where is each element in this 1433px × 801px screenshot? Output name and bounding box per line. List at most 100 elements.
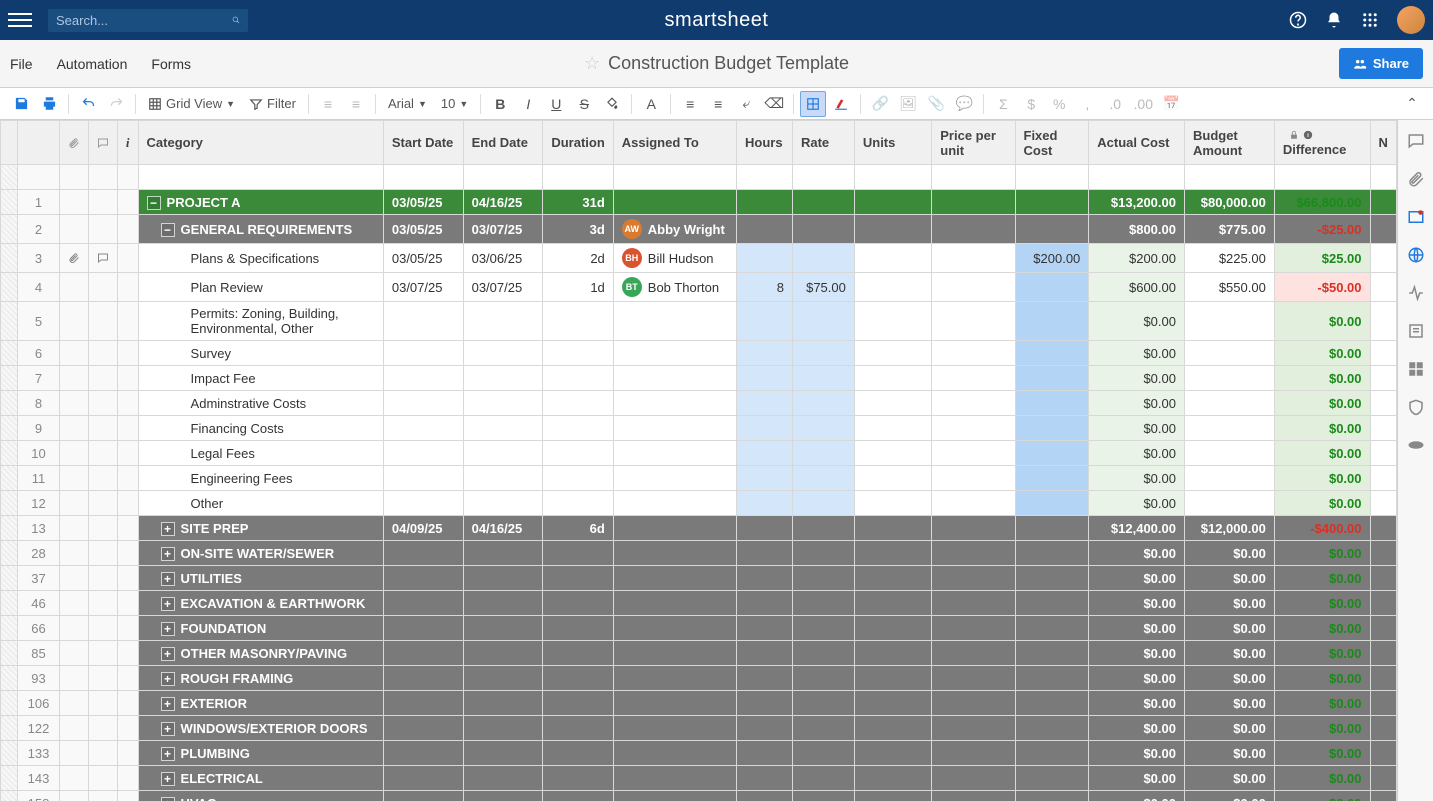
n-cell[interactable]: [1370, 273, 1396, 302]
units-cell[interactable]: [854, 791, 931, 801]
ppu-cell[interactable]: [932, 791, 1015, 801]
start-date-cell[interactable]: [383, 616, 463, 641]
budget-cell[interactable]: [1184, 391, 1274, 416]
table-row[interactable]: 2−GENERAL REQUIREMENTS03/05/2503/07/253d…: [1, 215, 1397, 244]
n-cell[interactable]: [1370, 591, 1396, 616]
start-date-cell[interactable]: 03/07/25: [383, 273, 463, 302]
hours-cell[interactable]: [737, 466, 793, 491]
assigned-cell[interactable]: [613, 641, 736, 666]
rate-cell[interactable]: [792, 302, 854, 341]
budget-cell[interactable]: $550.00: [1184, 273, 1274, 302]
actual-cell[interactable]: $0.00: [1089, 791, 1185, 801]
assigned-cell[interactable]: [613, 616, 736, 641]
comment-cell[interactable]: [88, 416, 117, 441]
wrap-icon[interactable]: ⤶: [733, 91, 759, 117]
units-cell[interactable]: [854, 641, 931, 666]
clear-format-icon[interactable]: ⌫: [761, 91, 787, 117]
difference-cell[interactable]: $0.00: [1274, 541, 1370, 566]
end-date-cell[interactable]: [463, 302, 543, 341]
proofs-icon[interactable]: [1407, 208, 1425, 226]
category-cell[interactable]: Other: [138, 491, 383, 516]
budget-cell[interactable]: $225.00: [1184, 244, 1274, 273]
end-date-cell[interactable]: 04/16/25: [463, 516, 543, 541]
category-cell[interactable]: +OTHER MASONRY/PAVING: [138, 641, 383, 666]
budget-cell[interactable]: [1184, 441, 1274, 466]
category-cell[interactable]: +FOUNDATION: [138, 616, 383, 641]
assigned-cell[interactable]: BTBob Thorton: [613, 273, 736, 302]
rate-cell[interactable]: [792, 641, 854, 666]
publish-icon[interactable]: [1407, 246, 1425, 264]
date-format-icon[interactable]: 📅: [1158, 91, 1184, 117]
rate-cell[interactable]: [792, 441, 854, 466]
ppu-cell[interactable]: [932, 541, 1015, 566]
decimal-dec-icon[interactable]: .0: [1102, 91, 1128, 117]
assigned-cell[interactable]: [613, 190, 736, 215]
end-date-cell[interactable]: [463, 641, 543, 666]
help-icon[interactable]: [1289, 11, 1307, 29]
col-actual[interactable]: Actual Cost: [1089, 121, 1185, 165]
ppu-cell[interactable]: [932, 616, 1015, 641]
duration-cell[interactable]: [543, 766, 613, 791]
category-cell[interactable]: Plan Review: [138, 273, 383, 302]
col-rate[interactable]: Rate: [792, 121, 854, 165]
actual-cell[interactable]: $0.00: [1089, 616, 1185, 641]
fontsize-selector[interactable]: 10▼: [435, 96, 474, 111]
category-cell[interactable]: +EXCAVATION & EARTHWORK: [138, 591, 383, 616]
units-cell[interactable]: [854, 591, 931, 616]
comment-cell[interactable]: [88, 466, 117, 491]
actual-cell[interactable]: $0.00: [1089, 391, 1185, 416]
attach-cell[interactable]: [59, 273, 88, 302]
category-cell[interactable]: −PROJECT A: [138, 190, 383, 215]
end-date-cell[interactable]: [463, 791, 543, 801]
fixed-cell[interactable]: [1015, 641, 1089, 666]
menu-forms[interactable]: Forms: [151, 56, 191, 72]
hours-cell[interactable]: [737, 741, 793, 766]
attachments-icon[interactable]: [1407, 170, 1425, 188]
units-cell[interactable]: [854, 491, 931, 516]
start-date-cell[interactable]: [383, 566, 463, 591]
n-cell[interactable]: [1370, 766, 1396, 791]
budget-cell[interactable]: $0.00: [1184, 666, 1274, 691]
table-row[interactable]: 158+HVAC$0.00$0.00$0.00: [1, 791, 1397, 801]
fixed-cell[interactable]: [1015, 716, 1089, 741]
units-cell[interactable]: [854, 691, 931, 716]
strike-icon[interactable]: S: [571, 91, 597, 117]
ppu-cell[interactable]: [932, 591, 1015, 616]
attach-cell[interactable]: [59, 441, 88, 466]
rate-cell[interactable]: [792, 791, 854, 801]
start-date-cell[interactable]: [383, 302, 463, 341]
comment-cell[interactable]: [88, 791, 117, 801]
difference-cell[interactable]: $0.00: [1274, 716, 1370, 741]
start-date-cell[interactable]: [383, 366, 463, 391]
brandfolder-icon[interactable]: [1407, 398, 1425, 416]
n-cell[interactable]: [1370, 691, 1396, 716]
difference-cell[interactable]: $0.00: [1274, 341, 1370, 366]
comment-cell[interactable]: [88, 273, 117, 302]
start-date-cell[interactable]: [383, 441, 463, 466]
budget-cell[interactable]: $0.00: [1184, 591, 1274, 616]
n-cell[interactable]: [1370, 302, 1396, 341]
duration-cell[interactable]: [543, 341, 613, 366]
difference-cell[interactable]: -$50.00: [1274, 273, 1370, 302]
attach-cell[interactable]: [59, 366, 88, 391]
units-cell[interactable]: [854, 466, 931, 491]
search-icon[interactable]: [232, 13, 240, 27]
budget-cell[interactable]: $0.00: [1184, 641, 1274, 666]
highlight-icon[interactable]: [828, 91, 854, 117]
units-cell[interactable]: [854, 416, 931, 441]
budget-cell[interactable]: [1184, 341, 1274, 366]
col-budget[interactable]: Budget Amount: [1184, 121, 1274, 165]
summary-icon[interactable]: [1407, 322, 1425, 340]
col-hours[interactable]: Hours: [737, 121, 793, 165]
col-end-date[interactable]: End Date: [463, 121, 543, 165]
expand-toggle[interactable]: +: [161, 722, 175, 736]
col-units[interactable]: Units: [854, 121, 931, 165]
expand-toggle[interactable]: +: [161, 622, 175, 636]
redo-icon[interactable]: [103, 91, 129, 117]
start-date-cell[interactable]: [383, 641, 463, 666]
units-cell[interactable]: [854, 616, 931, 641]
assigned-cell[interactable]: [613, 466, 736, 491]
attach-cell[interactable]: [59, 302, 88, 341]
duration-cell[interactable]: [543, 641, 613, 666]
actual-cell[interactable]: $600.00: [1089, 273, 1185, 302]
